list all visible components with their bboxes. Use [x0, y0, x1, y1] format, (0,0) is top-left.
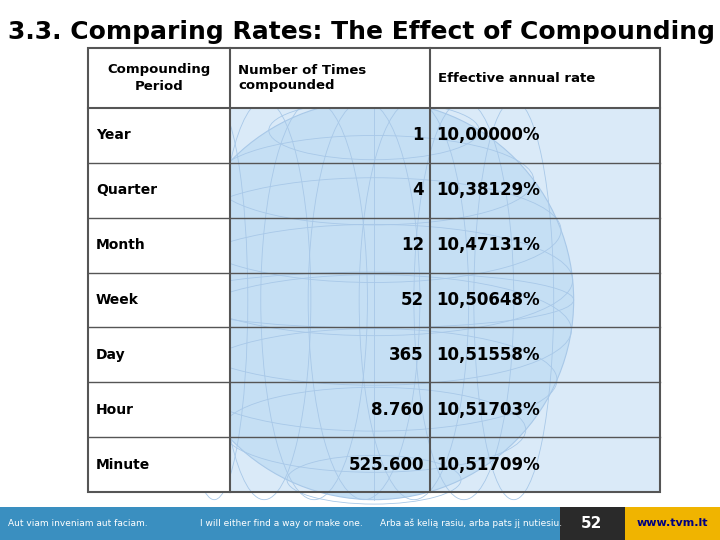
- Bar: [88, 48, 660, 492]
- Text: 365: 365: [390, 346, 424, 364]
- Text: Effective annual rate: Effective annual rate: [438, 71, 595, 84]
- Text: Month: Month: [96, 238, 145, 252]
- Bar: [88, 108, 230, 492]
- Circle shape: [174, 100, 574, 500]
- Text: 10,51703%: 10,51703%: [436, 401, 540, 418]
- Bar: [0, 507, 560, 540]
- Text: Year: Year: [96, 129, 131, 143]
- Text: 3.3. Comparing Rates: The Effect of Compounding: 3.3. Comparing Rates: The Effect of Comp…: [8, 20, 715, 44]
- Text: Minute: Minute: [96, 457, 150, 471]
- Text: Number of Times
compounded: Number of Times compounded: [238, 64, 366, 92]
- Text: Hour: Hour: [96, 403, 134, 417]
- Text: 10,00000%: 10,00000%: [436, 126, 539, 144]
- Text: Compounding
Period: Compounding Period: [107, 64, 211, 92]
- Bar: [560, 507, 625, 540]
- Text: 1: 1: [413, 126, 424, 144]
- Text: I will either find a way or make one.: I will either find a way or make one.: [200, 519, 363, 528]
- Text: www.tvm.lt: www.tvm.lt: [636, 518, 708, 529]
- Bar: [88, 48, 660, 108]
- Text: 10,47131%: 10,47131%: [436, 236, 540, 254]
- Text: Arba aš kelią rasiu, arba pats jį nutiesiu.: Arba aš kelią rasiu, arba pats jį nuties…: [380, 519, 562, 528]
- Bar: [88, 48, 660, 492]
- Text: 52: 52: [581, 516, 603, 531]
- Text: Week: Week: [96, 293, 139, 307]
- Text: 10,50648%: 10,50648%: [436, 291, 539, 309]
- Text: Quarter: Quarter: [96, 183, 157, 197]
- Text: 10,51558%: 10,51558%: [436, 346, 539, 364]
- Bar: [625, 507, 720, 540]
- Text: 10,51709%: 10,51709%: [436, 456, 540, 474]
- Text: Day: Day: [96, 348, 125, 362]
- Text: 52: 52: [401, 291, 424, 309]
- Text: 10,38129%: 10,38129%: [436, 181, 540, 199]
- Text: 4: 4: [413, 181, 424, 199]
- Text: 8.760: 8.760: [372, 401, 424, 418]
- Text: 525.600: 525.600: [348, 456, 424, 474]
- Text: 12: 12: [401, 236, 424, 254]
- Text: Aut viam inveniam aut faciam.: Aut viam inveniam aut faciam.: [8, 519, 148, 528]
